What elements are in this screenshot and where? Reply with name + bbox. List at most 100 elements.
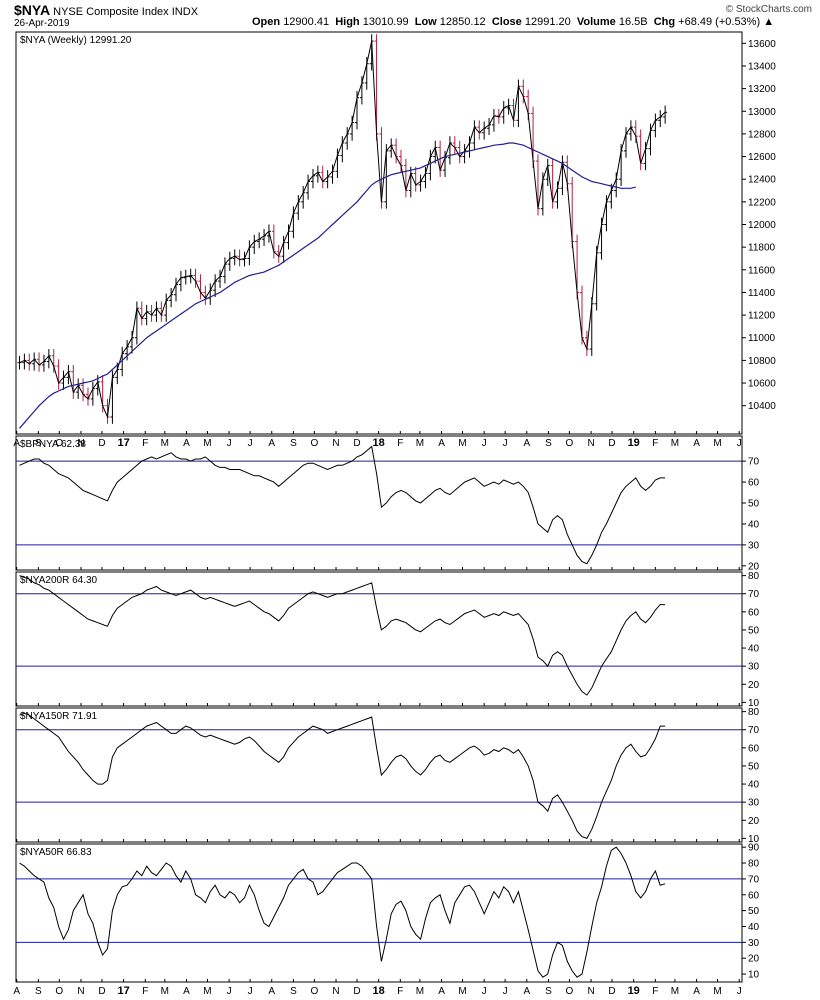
y-tick-label: 11800 <box>748 243 776 254</box>
x-tick-label: S <box>545 986 552 997</box>
close-label: Close <box>491 16 522 28</box>
x-tick-label: A <box>183 986 190 997</box>
panel-frame <box>15 843 743 983</box>
high-label: High <box>335 16 360 28</box>
panel-label: $NYA200R 64.30 <box>20 575 98 586</box>
x-tick-label: N <box>77 986 84 997</box>
indicator-line <box>19 712 666 840</box>
x-tick-label: A <box>523 986 530 997</box>
x-tick-label: A <box>693 438 700 449</box>
y-tick-label: 10800 <box>748 356 776 367</box>
x-tick-label: J <box>503 986 508 997</box>
x-tick-label: M <box>671 986 679 997</box>
x-tick-label: S <box>545 438 552 449</box>
y-tick-label: 13000 <box>748 107 776 118</box>
y-tick-label: 70 <box>748 725 760 736</box>
y-tick-label: 50 <box>748 906 760 917</box>
y-tick-label: 60 <box>748 607 760 618</box>
x-tick-label: J <box>503 438 508 449</box>
x-tick-label: D <box>98 438 105 449</box>
x-tick-label: F <box>397 986 403 997</box>
x-tick-label: J <box>737 986 742 997</box>
x-tick-label: A <box>13 438 20 449</box>
y-tick-label: 20 <box>748 954 760 965</box>
x-tick-label: M <box>416 986 424 997</box>
exchange: INDX <box>171 6 199 18</box>
x-tick-label: F <box>397 438 403 449</box>
x-tick-label: N <box>587 438 594 449</box>
y-tick-label: 40 <box>748 519 760 530</box>
x-tick-label: O <box>55 986 63 997</box>
x-tick-label: D <box>98 986 105 997</box>
chg-arrow-icon: ▲ <box>763 16 775 28</box>
price-close-line <box>19 40 666 419</box>
x-tick-label: N <box>77 438 84 449</box>
x-tick-label: A <box>268 986 275 997</box>
x-tick-label: A <box>268 438 275 449</box>
volume-label: Volume <box>576 16 616 28</box>
x-tick-label: F <box>142 986 148 997</box>
panel-label: $NYA150R 71.91 <box>20 711 98 722</box>
y-tick-label: 40 <box>748 644 760 655</box>
x-tick-label: A <box>13 986 20 997</box>
x-tick-label: M <box>458 986 466 997</box>
x-tick-label: O <box>310 986 318 997</box>
x-tick-label: A <box>438 438 445 449</box>
y-tick-label: 30 <box>748 540 760 551</box>
y-tick-label: 20 <box>748 680 760 691</box>
chg-label: Chg <box>653 16 676 28</box>
volume-value: 16.5B <box>618 16 648 28</box>
y-tick-label: 50 <box>748 625 760 636</box>
x-tick-label: A <box>183 438 190 449</box>
panel-frame <box>15 707 743 843</box>
x-tick-label: S <box>290 438 297 449</box>
y-tick-label: 10400 <box>748 401 776 412</box>
panel-frame <box>15 31 743 435</box>
x-tick-label: J <box>227 438 232 449</box>
open-value: 12900.41 <box>283 16 330 28</box>
y-tick-label: 70 <box>748 457 760 468</box>
y-tick-label: 30 <box>748 662 760 673</box>
high-value: 13010.99 <box>362 16 409 28</box>
x-tick-label: N <box>587 986 594 997</box>
x-tick-label: F <box>142 438 148 449</box>
low-label: Low <box>414 16 437 28</box>
x-tick-label: N <box>332 438 339 449</box>
panel-bpnya: 20 30 40 50 60 70 $BPNYA 62.38 <box>15 435 760 572</box>
x-tick-label: F <box>652 438 658 449</box>
x-tick-label: 18 <box>373 437 385 449</box>
x-tick-label: M <box>203 986 211 997</box>
x-tick-label: 17 <box>117 437 129 449</box>
y-tick-label: 13400 <box>748 61 776 72</box>
x-tick-label: M <box>458 438 466 449</box>
header-date: 26-Apr-2019 <box>14 18 70 29</box>
y-tick-label: 20 <box>748 561 760 572</box>
panel-nya200r: 10 20 30 40 50 60 70 80 $NYA200R 64.30 <box>15 571 760 709</box>
index-name: NYSE Composite Index <box>53 6 169 18</box>
x-axis: A A S S O O N N D D 17 17 F F M M A A M M J J J J A A S S O O N N D D 18 18… <box>13 431 742 997</box>
panel-frame <box>15 435 743 571</box>
x-tick-label: D <box>608 986 615 997</box>
y-tick-label: 12200 <box>748 197 776 208</box>
panel-price: 10400 10600 10800 11000 11200 11400 11600 11800… <box>15 31 776 435</box>
panel-nya50r: 10 20 30 40 50 60 70 80 90 $NYA50R 66.83 <box>15 843 760 983</box>
x-tick-label: O <box>566 986 574 997</box>
y-tick-label: 50 <box>748 499 760 510</box>
y-tick-label: 50 <box>748 761 760 772</box>
x-tick-label: M <box>161 438 169 449</box>
y-tick-label: 40 <box>748 780 760 791</box>
x-tick-label: 17 <box>117 985 129 997</box>
x-tick-label: A <box>523 438 530 449</box>
y-tick-label: 11000 <box>748 333 776 344</box>
y-tick-label: 60 <box>748 890 760 901</box>
ohlc-readout: Open 12900.41 High 13010.99 Low 12850.12… <box>252 16 774 28</box>
symbol: $NYA <box>14 2 51 18</box>
x-tick-label: 18 <box>373 985 385 997</box>
x-tick-label: 19 <box>628 985 640 997</box>
panel-nya150r: 10 20 30 40 50 60 70 80 $NYA150R 71.91 <box>15 707 760 845</box>
moving-average-line <box>19 142 636 429</box>
x-tick-label: O <box>55 438 63 449</box>
x-tick-label: S <box>290 986 297 997</box>
indicator-line <box>19 575 666 696</box>
